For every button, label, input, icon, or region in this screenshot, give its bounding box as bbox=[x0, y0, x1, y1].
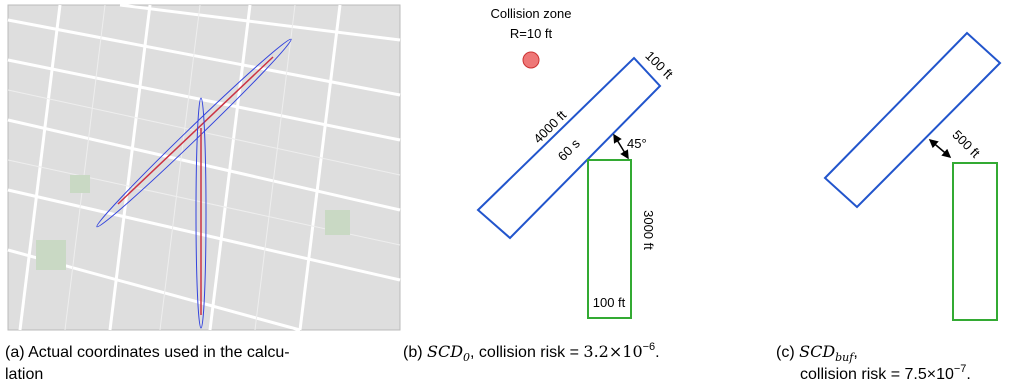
caption-sup: −7 bbox=[954, 363, 967, 375]
collision-zone bbox=[523, 52, 539, 68]
angle-label: 45° bbox=[627, 136, 647, 151]
green-length-label: 3000 ft bbox=[641, 210, 656, 250]
caption-part: collision risk = bbox=[800, 366, 904, 383]
blue-rect bbox=[825, 33, 1000, 207]
width-label: 100 ft bbox=[642, 48, 676, 82]
caption-sub: 0 bbox=[463, 351, 470, 364]
caption-math: SCD bbox=[427, 342, 463, 361]
caption-part: (b) bbox=[403, 344, 427, 361]
map bbox=[8, 5, 400, 330]
caption-b: (b) SCD0, collision risk = 3.2×10−6. bbox=[403, 341, 660, 364]
caption-part: , collision risk = bbox=[470, 344, 583, 361]
caption-part: (c) bbox=[776, 344, 799, 361]
caption-sub: buf bbox=[835, 351, 855, 364]
green-rect bbox=[953, 163, 997, 320]
caption-value: 3.2×10 bbox=[583, 342, 642, 361]
time-label: 60 s bbox=[555, 135, 583, 163]
green-width-label: 100 ft bbox=[593, 295, 626, 310]
caption-c: (c) SCDbuf, bbox=[776, 342, 858, 364]
buffer-arrow bbox=[930, 140, 950, 157]
angle-arrow bbox=[614, 135, 628, 158]
caption-part: . bbox=[655, 344, 659, 361]
caption-part: . bbox=[966, 366, 970, 383]
caption-sup: −6 bbox=[643, 341, 656, 353]
caption-value: 7.5×10 bbox=[904, 366, 953, 383]
zone-title: Collision zone bbox=[491, 6, 572, 21]
caption-part: , bbox=[853, 344, 857, 361]
page: (a) Actual coordinates used in the calcu… bbox=[0, 0, 1010, 390]
zone-radius: R=10 ft bbox=[510, 26, 553, 41]
caption-c: collision risk = 7.5×10−7. bbox=[800, 363, 971, 383]
caption-a: lation bbox=[5, 366, 43, 383]
figure: (a) Actual coordinates used in the calcu… bbox=[0, 0, 1010, 390]
buffer-label: 500 ft bbox=[949, 127, 983, 161]
caption-math: SCD bbox=[799, 342, 835, 361]
caption-a: (a) Actual coordinates used in the calcu… bbox=[5, 344, 290, 361]
